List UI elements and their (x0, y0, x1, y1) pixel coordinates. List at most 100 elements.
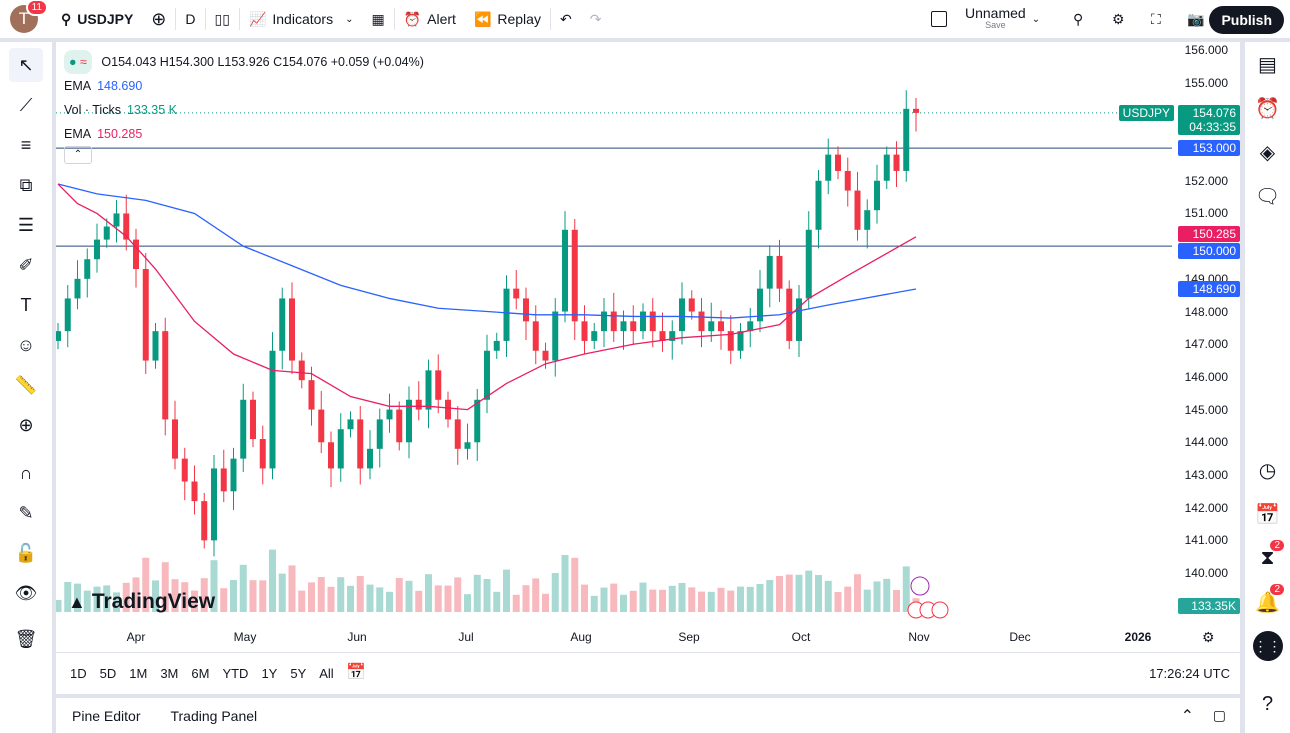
chat-button[interactable]: 🗨 (1245, 174, 1290, 218)
event-icon (910, 576, 930, 596)
price-tick: 146.000 (1184, 369, 1228, 384)
axis-settings-icon[interactable]: ⚙ (1202, 629, 1215, 645)
volume-bar (356, 576, 364, 612)
templates-button[interactable]: ▦ (362, 0, 393, 38)
fib-icon: ☰ (17, 214, 35, 235)
pattern-tool[interactable]: ⧉ (9, 168, 43, 202)
help-button[interactable]: ? (1245, 682, 1290, 726)
settings-button[interactable]: ⚙ (1103, 0, 1134, 38)
tab-pine-editor[interactable]: Pine Editor (72, 707, 141, 724)
layout-button[interactable]: Unnamed Save ⌄ (922, 0, 1049, 38)
symbol-search[interactable]: ⚲ USDJPY (61, 10, 134, 28)
alerts-button[interactable]: ⏰ (1245, 86, 1290, 130)
range-6m[interactable]: 6M (191, 666, 210, 681)
volume-bar (376, 587, 384, 612)
volume-bar (776, 576, 783, 612)
volume-bar (191, 590, 198, 612)
redo-button[interactable]: ↷ (581, 0, 611, 38)
candle (581, 321, 588, 341)
chart-pane[interactable]: ● ≈ O154.043 H154.300 L153.926 C154.076 … (56, 42, 1240, 694)
candle (815, 180, 822, 230)
range-3m[interactable]: 3M (160, 666, 179, 681)
watchlist-button[interactable]: ▤ (1245, 42, 1290, 86)
candle (279, 298, 286, 351)
candle (318, 409, 325, 443)
candle (181, 458, 188, 482)
interval-button[interactable]: D (185, 11, 196, 27)
range-5y[interactable]: 5Y (290, 666, 307, 681)
alert-button[interactable]: ⏰ Alert (403, 10, 456, 28)
snapshot-button[interactable]: 📷 (1178, 0, 1213, 38)
tradingview-logo[interactable]: ▲ TradingView (68, 590, 216, 613)
range-1m[interactable]: 1M (129, 666, 148, 681)
publish-button[interactable]: Publish (1209, 6, 1284, 34)
range-5d[interactable]: 5D (99, 666, 117, 681)
candle (386, 409, 393, 420)
candle (503, 288, 510, 341)
clock[interactable]: 17:26:24 UTC (1149, 666, 1230, 681)
chart-type-button[interactable]: ▯▯ (206, 0, 239, 38)
price-tick: 155.000 (1184, 75, 1228, 90)
chevron-up-icon[interactable]: ⌃ (1180, 707, 1194, 725)
remove-tool[interactable]: 🗑 (9, 622, 43, 656)
brush-tool[interactable]: ✐ (9, 248, 43, 282)
volume-bar (590, 595, 598, 612)
fib-tool[interactable]: ☰ (9, 208, 43, 242)
signals-button[interactable]: ⧗ 2 (1245, 536, 1290, 580)
top-toolbar: T 11 ⚲ USDJPY ⊕ D ▯▯ 📈 Indicators ⌄ ▦ ⏰ Alert… (0, 0, 1290, 38)
hide-tool[interactable]: 👁 (9, 576, 43, 610)
chat-icon: 🗨 (1254, 185, 1281, 208)
range-1d[interactable]: 1D (70, 666, 87, 681)
object-tree-button[interactable]: ◈ (1245, 130, 1290, 174)
tab-trading-panel[interactable]: Trading Panel (170, 707, 258, 724)
magnet-tool[interactable]: ∩ (9, 456, 43, 490)
volume-bar (347, 585, 354, 612)
horizontal-line-tool[interactable]: ≡ (9, 128, 43, 162)
volume-bar (766, 580, 774, 612)
volume-bar (122, 582, 130, 612)
volume-bar (854, 574, 861, 612)
compare-button[interactable]: ⊕ (142, 0, 175, 38)
price-tick: 151.000 (1184, 206, 1228, 221)
indicators-button[interactable]: 📈 Indicators ⌄ (248, 10, 354, 28)
divider (175, 8, 177, 30)
fullscreen-button[interactable]: ⛶ (1142, 0, 1170, 38)
volume-bar (522, 585, 530, 612)
volume-bar (288, 565, 296, 612)
lines-icon: ≡ (20, 134, 32, 155)
date-range-bar: 1D 5D 1M 3M 6M YTD 1Y 5Y All (70, 666, 334, 681)
cursor-tool[interactable]: ↖ (9, 48, 43, 82)
zoom-tool[interactable]: ⊕ (9, 408, 43, 442)
apps-button[interactable]: ⋮⋮ (1245, 624, 1290, 668)
lock-drawing-tool[interactable]: ✎ (9, 496, 43, 530)
emoji-tool[interactable]: ☺ (9, 328, 43, 362)
price-tick: 148.000 (1184, 304, 1228, 319)
pencil-lock-icon: ✎ (18, 502, 34, 523)
hline-label-text: 150.000 (1192, 244, 1236, 259)
trendline-tool[interactable]: ⟋ (9, 88, 43, 122)
avatar[interactable]: T 11 (10, 0, 48, 33)
range-ytd[interactable]: YTD (222, 666, 249, 681)
range-all[interactable]: All (319, 666, 334, 681)
lock-icon: 🔓 (14, 542, 38, 563)
undo-button[interactable]: ↶ (551, 0, 581, 38)
notifications-button[interactable]: 🔔 2 (1245, 580, 1290, 624)
quick-search-button[interactable]: ⚲ (1064, 0, 1092, 38)
candle (84, 259, 91, 279)
chevron-down-icon: ⌄ (1031, 13, 1041, 25)
lock-tool[interactable]: 🔓 (9, 536, 43, 570)
price-chart[interactable] (56, 42, 1240, 652)
replay-button[interactable]: ⏪ Replay (473, 10, 541, 28)
text-tool[interactable]: T (9, 288, 43, 322)
maximize-icon[interactable]: ▢ (1212, 707, 1226, 723)
collapse-legend-button[interactable]: ⌃ (64, 146, 92, 164)
calendar-icon[interactable]: 📅 (346, 664, 366, 681)
candle (464, 442, 471, 449)
volume-bar (249, 580, 257, 612)
range-1y[interactable]: 1Y (261, 666, 278, 681)
calendar-button[interactable]: 📅 (1245, 492, 1290, 536)
ruler-tool[interactable]: 📏 (9, 368, 43, 402)
hotlists-button[interactable]: ◷ (1245, 448, 1290, 492)
volume-bar (405, 580, 413, 612)
volume-bar (464, 594, 471, 612)
